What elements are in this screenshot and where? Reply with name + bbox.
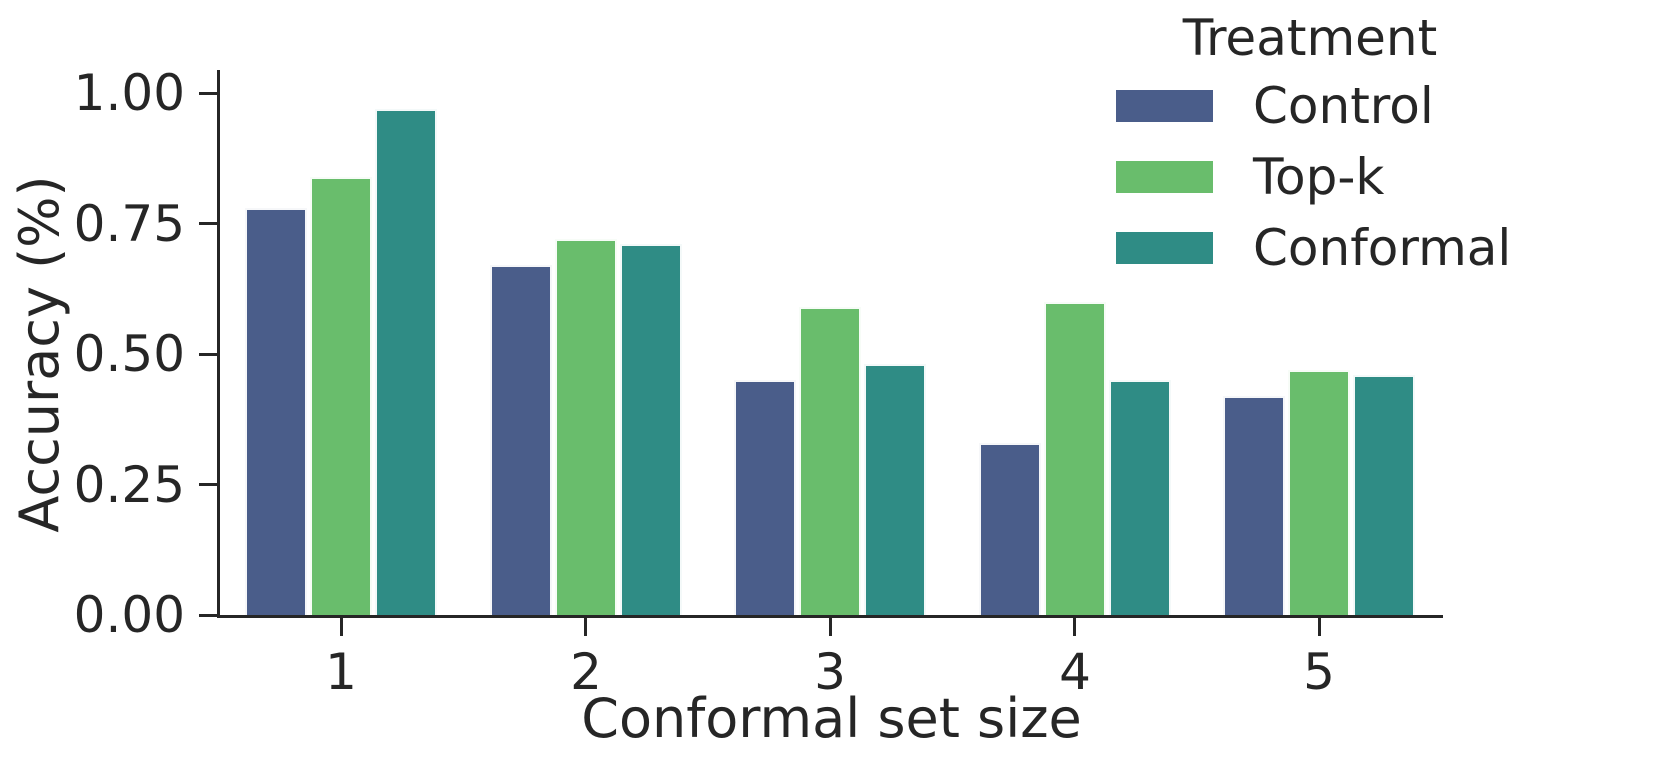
y-tick xyxy=(199,222,217,225)
y-tick-label: 1.00 xyxy=(73,64,185,122)
legend-item-conformal: Conformal xyxy=(1100,212,1520,283)
bar-control-x3 xyxy=(734,380,796,615)
x-axis-spine xyxy=(217,615,1443,618)
x-tick-label: 2 xyxy=(570,643,602,701)
y-tick-label: 0.75 xyxy=(73,195,185,253)
bar-top-k-x1 xyxy=(310,177,372,615)
x-tick-label: 4 xyxy=(1059,643,1091,701)
bar-conformal-x5 xyxy=(1353,375,1415,615)
legend-swatch-conformal xyxy=(1116,231,1213,264)
y-tick xyxy=(199,353,217,356)
legend-label: Top-k xyxy=(1253,147,1385,206)
legend-title: Treatment xyxy=(1182,9,1438,67)
y-tick xyxy=(199,92,217,95)
legend-item-control: Control xyxy=(1100,70,1520,141)
x-tick xyxy=(829,618,832,636)
y-tick xyxy=(199,483,217,486)
bar-control-x5 xyxy=(1223,396,1285,615)
x-tick-label: 5 xyxy=(1303,643,1335,701)
legend-item-top-k: Top-k xyxy=(1100,141,1520,212)
bar-control-x2 xyxy=(490,265,552,615)
y-tick xyxy=(199,614,217,617)
y-tick-label: 0.25 xyxy=(73,456,185,514)
legend: Treatment Control Top-k Conformal xyxy=(1100,6,1520,283)
x-tick-label: 3 xyxy=(814,643,846,701)
y-axis-spine xyxy=(217,70,220,618)
bar-top-k-x2 xyxy=(555,239,617,615)
x-tick xyxy=(584,618,587,636)
legend-items: Control Top-k Conformal xyxy=(1100,70,1520,283)
x-tick-label: 1 xyxy=(325,643,357,701)
bar-top-k-x5 xyxy=(1288,370,1350,615)
x-tick xyxy=(1318,618,1321,636)
legend-label: Conformal xyxy=(1253,218,1512,277)
y-tick-label: 0.00 xyxy=(73,586,185,644)
x-tick xyxy=(1073,618,1076,636)
y-tick-label: 0.50 xyxy=(73,325,185,383)
legend-swatch-top-k xyxy=(1116,160,1213,193)
bar-conformal-x3 xyxy=(864,364,926,615)
x-tick xyxy=(340,618,343,636)
bar-top-k-x3 xyxy=(799,307,861,615)
x-axis-label: Conformal set size xyxy=(581,687,1082,750)
bar-control-x4 xyxy=(979,443,1041,615)
bar-control-x1 xyxy=(245,208,307,615)
bar-conformal-x1 xyxy=(375,109,437,615)
bar-conformal-x4 xyxy=(1109,380,1171,615)
legend-label: Control xyxy=(1253,76,1434,135)
legend-swatch-control xyxy=(1116,89,1213,122)
bar-top-k-x4 xyxy=(1044,302,1106,615)
bar-conformal-x2 xyxy=(620,244,682,615)
